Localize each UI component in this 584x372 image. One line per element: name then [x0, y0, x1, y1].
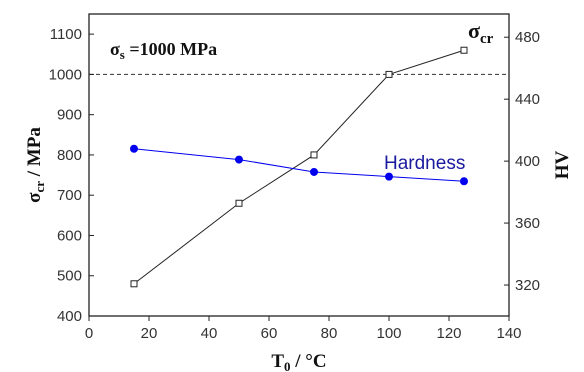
ticks: 0 20 40 60 80 100 120 140 400 500 600 700 800 900 1000…	[49, 26, 540, 342]
annotation-sigma-s-sub: s	[120, 47, 125, 62]
x-tick-label: 0	[85, 325, 93, 342]
x-tick-label: 140	[496, 325, 521, 342]
y-left-tick-label: 500	[57, 268, 82, 285]
data-point-square	[385, 70, 393, 78]
data-point-square	[460, 46, 468, 54]
plot-frame	[88, 13, 510, 317]
y-axis-left-title: σcr / MPa	[24, 127, 47, 203]
data-point-square	[235, 199, 243, 207]
x-tick-label: 100	[376, 325, 401, 342]
annotation-sigma-cr-sub: cr	[480, 31, 494, 47]
y-left-tick-label: 1100	[50, 26, 82, 43]
y-left-tick-label: 900	[57, 107, 82, 124]
y-right-tick-label: 320	[515, 277, 540, 294]
y-axis-right-title: HV	[552, 150, 573, 179]
annotation-sigma-s: σs =1000 MPa	[110, 39, 217, 62]
x-tick-label: 60	[261, 325, 278, 342]
x-tick-label: 120	[436, 325, 461, 342]
annotation-hardness: Hardness	[384, 153, 465, 174]
y-axis-left-title-rest: / MPa	[24, 127, 45, 181]
data-point-circle	[385, 172, 393, 181]
data-point-square	[130, 280, 138, 288]
data-point-circle	[310, 167, 318, 176]
series-layer	[130, 46, 468, 288]
y-right-tick-label: 480	[515, 29, 540, 46]
x-axis-title: T0 / °C	[271, 351, 326, 372]
data-point-square	[310, 151, 318, 159]
x-axis-title-rest: / °C	[291, 351, 327, 372]
y-right-tick-label: 360	[515, 215, 540, 232]
x-axis-title-sub: 0	[284, 359, 291, 372]
x-tick-label: 80	[321, 325, 338, 342]
annotation-sigma-s-rest: =1000 MPa	[125, 39, 217, 59]
annotation-sigma-cr: σcr	[468, 18, 494, 47]
y-left-tick-label: 1000	[49, 66, 82, 83]
annotation-sigma-s-main: σ	[110, 39, 120, 59]
data-point-circle	[130, 144, 138, 153]
data-point-circle	[235, 155, 243, 164]
annotation-sigma-cr-main: σ	[468, 18, 480, 43]
y-left-tick-label: 700	[57, 187, 82, 204]
x-tick-label: 40	[201, 325, 218, 342]
x-tick-label: 20	[141, 325, 158, 342]
y-left-tick-label: 800	[57, 147, 82, 164]
data-point-circle	[460, 177, 468, 186]
y-right-tick-label: 400	[515, 153, 540, 170]
y-left-tick-label: 600	[57, 227, 82, 244]
y-axis-left-title-sub: cr	[32, 181, 47, 193]
plot-area	[88, 13, 510, 317]
y-right-tick-label: 440	[515, 91, 540, 108]
x-axis-title-main: T	[271, 351, 284, 372]
y-left-tick-label: 400	[57, 308, 82, 325]
y-axis-left-title-main: σ	[24, 192, 45, 203]
